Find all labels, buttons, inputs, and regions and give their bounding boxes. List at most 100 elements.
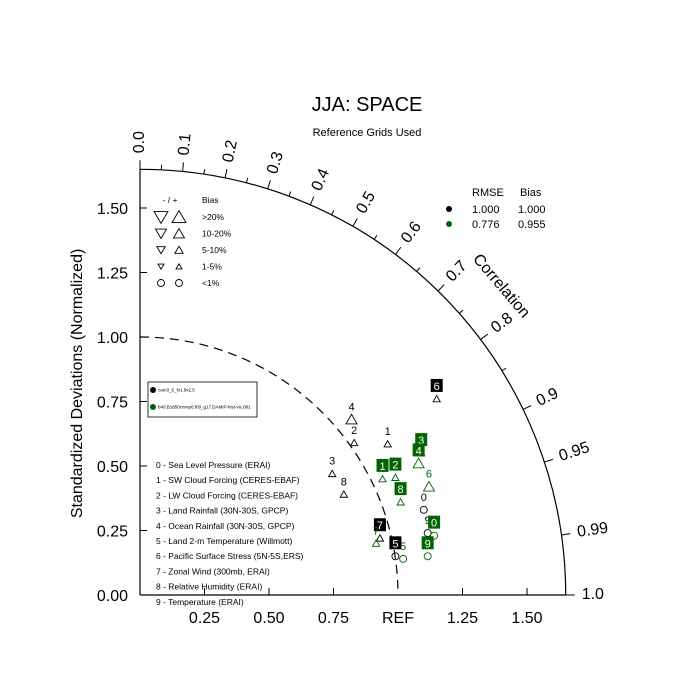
data-point-label-box xyxy=(430,378,443,392)
corr-minor-tick xyxy=(245,177,249,183)
data-point-label: 8 xyxy=(341,476,347,488)
chart-title: JJA: SPACE xyxy=(312,94,423,116)
corr-tick-label: 0.0 xyxy=(131,131,148,153)
data-point: 8 xyxy=(394,482,407,506)
variable-legend-item: 8 - Relative Humidity (ERAI) xyxy=(156,582,262,592)
data-point-label-box xyxy=(389,457,402,471)
variable-legend-item: 3 - Land Rainfall (30N-30S, GPCP) xyxy=(156,506,288,516)
corr-tick-mark xyxy=(182,162,184,172)
data-point: 7 xyxy=(373,518,386,542)
y-axis-title: Standardized Deviations (Normalized) xyxy=(69,249,86,518)
bias-down-triangle-icon xyxy=(157,263,165,271)
variable-legend-item: 0 - Sea Level Pressure (ERAI) xyxy=(156,460,270,470)
data-point-circle-marker xyxy=(391,552,400,561)
corr-minor-tick xyxy=(288,191,292,197)
axes: 0.000.250.500.751.001.251.500.25 0.50 0.75… xyxy=(69,168,567,627)
outer-arc xyxy=(139,168,567,596)
bias-legend-label: >20% xyxy=(202,212,224,222)
corr-tick-label: 0.9 xyxy=(534,385,562,410)
corr-tick-label: 0.99 xyxy=(576,520,609,541)
data-point-triangle-marker xyxy=(391,473,400,481)
data-point: 6 xyxy=(422,469,436,492)
corr-tick-label: 0.4 xyxy=(309,166,334,193)
corr-tick-mark xyxy=(437,284,445,292)
data-point: 7 xyxy=(371,525,381,547)
data-point-label: 3 xyxy=(418,435,424,447)
legends: - / + Bias >20% 10-20% 5-10% 1-5% <1% RMSE Bias 1… xyxy=(147,187,546,607)
data-point-circle-marker xyxy=(423,552,432,561)
case-legend-box xyxy=(147,381,258,418)
data-point: 4 xyxy=(412,443,425,469)
stats-legend-bias-value: 0.955 xyxy=(518,219,546,231)
data-point-label: 8 xyxy=(398,484,404,496)
bias-legend-label: <1% xyxy=(202,278,220,288)
bias-up-triangle-icon xyxy=(172,227,186,239)
stats-legend-dot-icon xyxy=(446,206,452,212)
corr-tick-mark xyxy=(522,405,532,410)
stats-legend-rmse-value: 0.776 xyxy=(472,219,500,231)
data-point-triangle-marker xyxy=(371,539,381,547)
data-point-label: 9 xyxy=(425,515,431,527)
corr-tick-mark xyxy=(480,333,489,340)
corr-minor-tick xyxy=(373,235,378,240)
data-point-triangle-marker xyxy=(345,413,358,425)
bias-circle-icon xyxy=(157,279,165,287)
x-tick-label: 0.25 xyxy=(189,610,220,627)
data-point-label-box xyxy=(415,433,428,447)
corr-tick-label: 1.0 xyxy=(582,586,604,603)
y-tick-label: 1.50 xyxy=(97,201,128,218)
data-point-circle-marker xyxy=(423,529,432,538)
data-point-label: 4 xyxy=(416,445,422,457)
y-tick-label: 1.00 xyxy=(97,330,128,347)
data-point-label-box xyxy=(373,518,386,532)
data-point-label-box xyxy=(376,458,389,472)
corr-minor-tick xyxy=(416,267,421,272)
bias-legend-bias-header: Bias xyxy=(202,195,219,205)
corr-tick-mark xyxy=(267,180,271,190)
data-point-triangle-marker xyxy=(396,497,405,506)
variable-legend-item: 5 - Land 2-m Temperature (Willmott) xyxy=(156,536,293,546)
data-point-triangle-marker xyxy=(378,474,387,483)
case-legend-label: b40.B1850cnrnp6.f09_g17.DAMIP-hist-vic.0… xyxy=(158,405,251,410)
y-tick-label: 0.50 xyxy=(97,459,128,476)
data-point: 1 xyxy=(376,458,389,483)
corr-tick-mark xyxy=(395,246,402,255)
data-point-triangle-marker xyxy=(349,438,359,447)
corr-tick-label: 0.5 xyxy=(353,189,379,217)
data-point: 0 xyxy=(419,492,428,514)
corr-tick-label: 0.1 xyxy=(175,132,194,156)
chart-subtitle: Reference Grids Used xyxy=(313,127,422,139)
data-point-label-box xyxy=(389,536,402,550)
data-point-label: 7 xyxy=(377,520,383,532)
case-legend-label: cam3_5_fv1.9x2.5 xyxy=(158,388,195,393)
corr-tick-mark xyxy=(224,168,228,179)
data-point-label: 2 xyxy=(392,460,398,472)
data-point: 3 xyxy=(327,456,337,478)
corr-minor-tick xyxy=(331,210,335,216)
data-point-label-box xyxy=(412,443,425,457)
bias-up-triangle-icon xyxy=(171,209,187,224)
data-point-label: 9 xyxy=(425,538,431,550)
corr-tick-label: 0.2 xyxy=(220,139,241,164)
variable-legend-item: 7 - Zonal Wind (300mb, ERAI) xyxy=(156,566,270,576)
data-point-label: 5 xyxy=(392,538,398,550)
bias-legend-label: 1-5% xyxy=(202,262,222,272)
data-point-circle-marker xyxy=(399,554,408,563)
data-point: 6 xyxy=(430,378,443,403)
data-point-label: 5 xyxy=(400,541,406,553)
case-legend-dot-icon xyxy=(150,387,156,393)
y-tick-label: 0.25 xyxy=(97,524,128,541)
data-point-label: 1 xyxy=(379,461,385,473)
data-point-label-box xyxy=(421,536,434,550)
data-point-label: 2 xyxy=(351,425,357,437)
stats-legend-rmse-value: 1.000 xyxy=(472,204,500,216)
corr-tick-label: 0.3 xyxy=(264,150,287,176)
y-tick-label: 1.25 xyxy=(97,266,128,283)
bias-up-triangle-icon xyxy=(175,262,183,270)
data-point-label-box xyxy=(394,482,407,496)
data-point-triangle-marker xyxy=(339,490,349,498)
data-point-circle-marker xyxy=(430,531,439,540)
data-point-triangle-marker xyxy=(383,439,393,448)
